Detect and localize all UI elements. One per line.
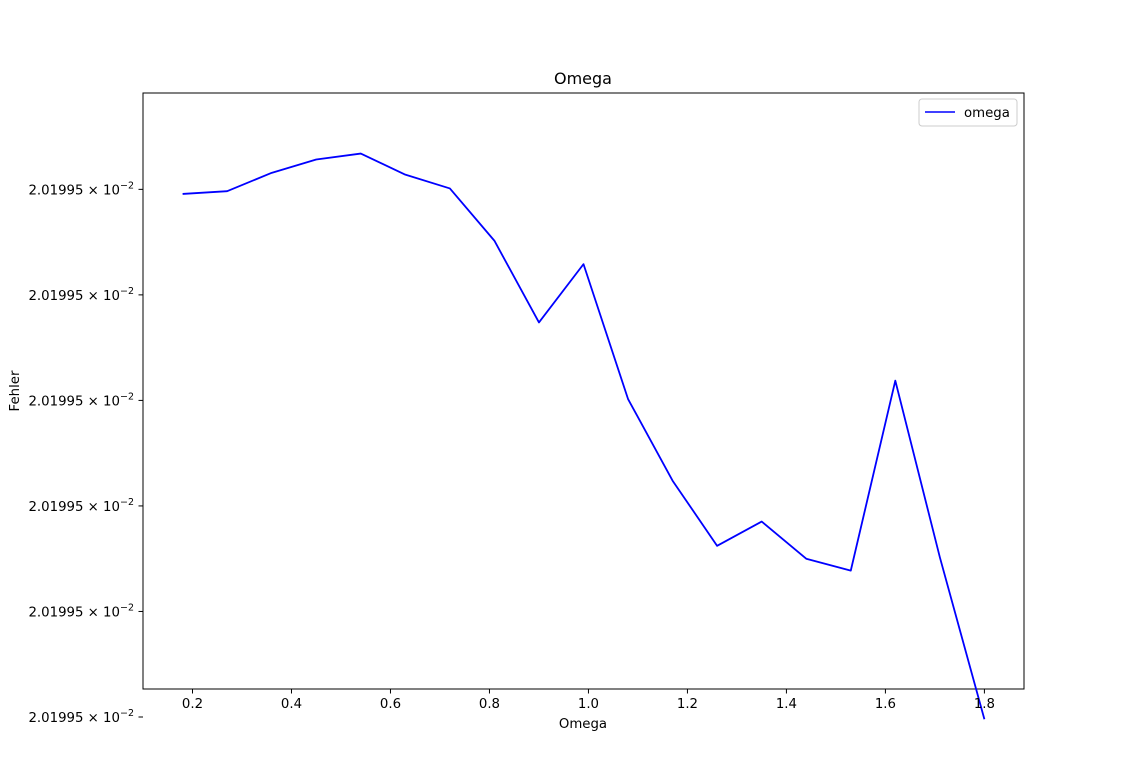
chart-title: Omega (554, 69, 612, 88)
plot-area (142, 92, 1025, 720)
y-tick-label: 2.01995 × 10−2 (28, 602, 134, 620)
y-tick-label: 2.01995 × 10−2 (28, 391, 134, 409)
y-axis: 2.01995 × 10−2 2.01995 × 10−2 2.01995 × 10… (28, 180, 143, 726)
series-line-omega (182, 152, 986, 720)
x-tick-label: 1.4 (776, 697, 797, 712)
y-tick-label: 2.01995 × 10−2 (28, 708, 134, 726)
x-axis: 0.2 0.4 0.6 0.8 1.0 1.2 1.4 1.6 1.8 (182, 689, 995, 712)
x-tick-label: 0.2 (182, 697, 203, 712)
x-tick-label: 1.0 (578, 697, 599, 712)
x-tick-label: 0.8 (479, 697, 500, 712)
x-tick-label: 0.4 (281, 697, 302, 712)
x-tick-label: 0.6 (380, 697, 401, 712)
legend-box (918, 98, 1018, 127)
plot-frame (142, 92, 1025, 690)
legend-label-omega: omega (964, 106, 1010, 121)
x-tick-label: 1.8 (974, 697, 995, 712)
x-tick-label: 1.6 (875, 697, 896, 712)
x-axis-label: Omega (559, 717, 607, 732)
x-tick-label: 1.2 (677, 697, 698, 712)
y-axis-label: Fehler (8, 370, 23, 411)
legend: omega (918, 98, 1018, 127)
y-tick-label: 2.01995 × 10−2 (28, 497, 134, 515)
y-tick-label: 2.01995 × 10−2 (28, 180, 134, 198)
y-tick-label: 2.01995 × 10−2 (28, 286, 134, 304)
